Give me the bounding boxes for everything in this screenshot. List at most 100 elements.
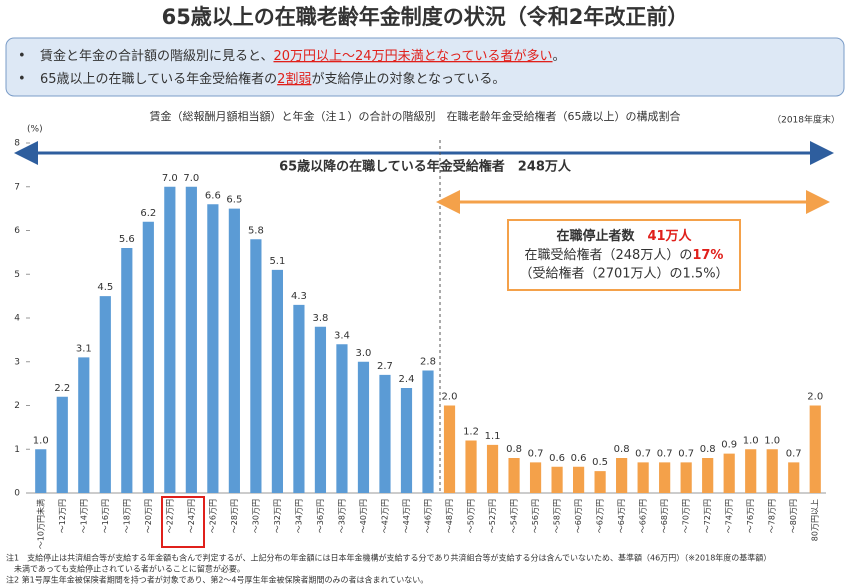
bar (723, 453, 735, 493)
bar (164, 186, 176, 493)
bar (573, 466, 585, 493)
bar (336, 344, 348, 493)
bullet: 65歳以上の在職している年金受給権者の2割弱が支給停止の対象となっている。 (40, 71, 505, 87)
x-tick-label: ～24万円 (187, 499, 196, 533)
bar (465, 440, 477, 493)
x-tick-label: ～10万円未満 (35, 499, 45, 549)
box-highlight: 41万人 (647, 228, 692, 244)
value-label: 1.2 (463, 427, 479, 438)
value-label: 0.6 (571, 453, 587, 464)
bullet-text: 。 (553, 49, 566, 64)
x-tick-label: ～20万円 (144, 499, 153, 533)
bullet-highlight: 20万円以上～24万円未満となっている者が多い (273, 48, 552, 64)
x-tick-label: ～44万円 (402, 499, 411, 533)
value-label: 1.0 (743, 435, 759, 446)
y-tick-label: 4 (14, 314, 20, 324)
box-text: 在職受給権者（248万人）の (525, 247, 693, 263)
x-tick-label: ～60万円 (574, 499, 583, 533)
bar (422, 370, 434, 493)
x-tick-label: ～32万円 (273, 499, 282, 533)
note: 注1 支給停止は共済組合等が支給する年金額も含んで判定するが、上記分布の年金額に… (6, 553, 771, 563)
bullet-text: 65歳以上の在職している年金受給権者の (40, 71, 277, 87)
value-label: 7.0 (162, 173, 178, 184)
value-label: 0.5 (592, 457, 608, 468)
value-label: 4.3 (291, 291, 307, 302)
summary-box (5, 37, 845, 97)
chart-title: 65歳以上の在職老齢年金制度の状況（令和2年改正前） (162, 5, 689, 29)
bar (379, 374, 391, 493)
x-tick-label: ～42万円 (380, 499, 389, 533)
bar (207, 204, 219, 493)
value-label: 7.0 (183, 173, 199, 184)
bar (680, 462, 692, 493)
highlight-frame (161, 496, 205, 548)
x-tick-label: ～74万円 (725, 499, 734, 533)
bar (616, 458, 628, 493)
x-tick-label: ～68万円 (660, 499, 669, 533)
bar (551, 466, 563, 493)
y-tick-label: 0 (14, 489, 20, 499)
bar (637, 462, 649, 493)
x-tick-label: ～22万円 (165, 499, 174, 533)
value-label: 1.0 (33, 435, 49, 446)
bar (659, 462, 671, 493)
x-tick-label: 80万円以上 (811, 499, 820, 541)
x-tick-label: ～50万円 (467, 499, 476, 533)
x-tick-label: ～78万円 (768, 499, 777, 533)
y-tick-label: 5 (14, 270, 20, 280)
x-tick-label: ～80万円 (789, 499, 798, 533)
stopped-box (507, 219, 741, 291)
value-label: 2.4 (399, 374, 415, 385)
value-label: 5.8 (248, 225, 264, 236)
value-label: 4.5 (97, 282, 113, 293)
x-tick-label: ～38万円 (337, 499, 346, 533)
box-line: （受給権者（2701万人）の1.5%） (519, 266, 728, 282)
bar (271, 269, 283, 493)
x-tick-label: ～64万円 (617, 499, 626, 533)
value-label: 0.7 (786, 448, 802, 459)
bullet: 賃金と年金の合計額の階級別に見ると、20万円以上～24万円未満となっている者が多… (40, 48, 566, 64)
x-tick-label: ～16万円 (101, 499, 110, 533)
x-tick-label: ～18万円 (122, 499, 131, 533)
y-tick-label: 7 (14, 182, 20, 192)
value-label: 2.0 (807, 392, 823, 403)
box-line: 在職停止者数 41万人 (556, 228, 692, 244)
value-label: 1.0 (764, 435, 780, 446)
y-tick-label: 6 (14, 226, 20, 236)
bar (228, 208, 240, 493)
x-tick-label: ～40万円 (359, 499, 368, 533)
bullet-highlight: 2割弱 (277, 71, 311, 87)
value-label: 2.0 (442, 392, 458, 403)
date-note: （2018年度末） (772, 114, 840, 126)
x-tick-label: ～54万円 (510, 499, 519, 533)
value-label: 1.1 (485, 431, 501, 442)
y-unit: (%) (27, 125, 43, 135)
box-highlight: 17% (692, 248, 723, 263)
value-label: 5.6 (119, 234, 135, 245)
value-label: 2.2 (54, 383, 70, 394)
x-tick-label: ～56万円 (531, 499, 540, 533)
bar (443, 405, 456, 493)
value-label: 6.6 (205, 190, 221, 201)
x-tick-label: ～28万円 (230, 499, 239, 533)
x-tick-label: ～26万円 (208, 499, 217, 533)
x-tick-label: ～58万円 (553, 499, 562, 533)
value-label: 3.1 (76, 343, 92, 354)
value-label: 3.0 (356, 348, 372, 359)
bar (766, 449, 778, 493)
value-label: 0.7 (635, 448, 651, 459)
y-tick-label: 2 (14, 401, 20, 411)
box-line: 在職受給権者（248万人）の17% (525, 247, 724, 263)
subtitle: 賃金（総報酬月額相当額）と年金（注１）の合計の階級別 在職老齢年金受給権者（65… (150, 109, 681, 123)
bar (400, 388, 413, 493)
bar (56, 396, 68, 493)
bar (185, 186, 197, 493)
bullet-text: 賃金と年金の合計額の階級別に見ると、 (40, 48, 273, 64)
value-label: 2.8 (420, 357, 436, 368)
x-tick-label: ～70万円 (682, 499, 691, 533)
box-text: 在職停止者数 (556, 228, 647, 244)
value-label: 0.7 (678, 448, 694, 459)
x-tick-label: ～52万円 (488, 499, 497, 533)
bar (357, 361, 370, 493)
x-tick-label: ～30万円 (251, 499, 260, 533)
